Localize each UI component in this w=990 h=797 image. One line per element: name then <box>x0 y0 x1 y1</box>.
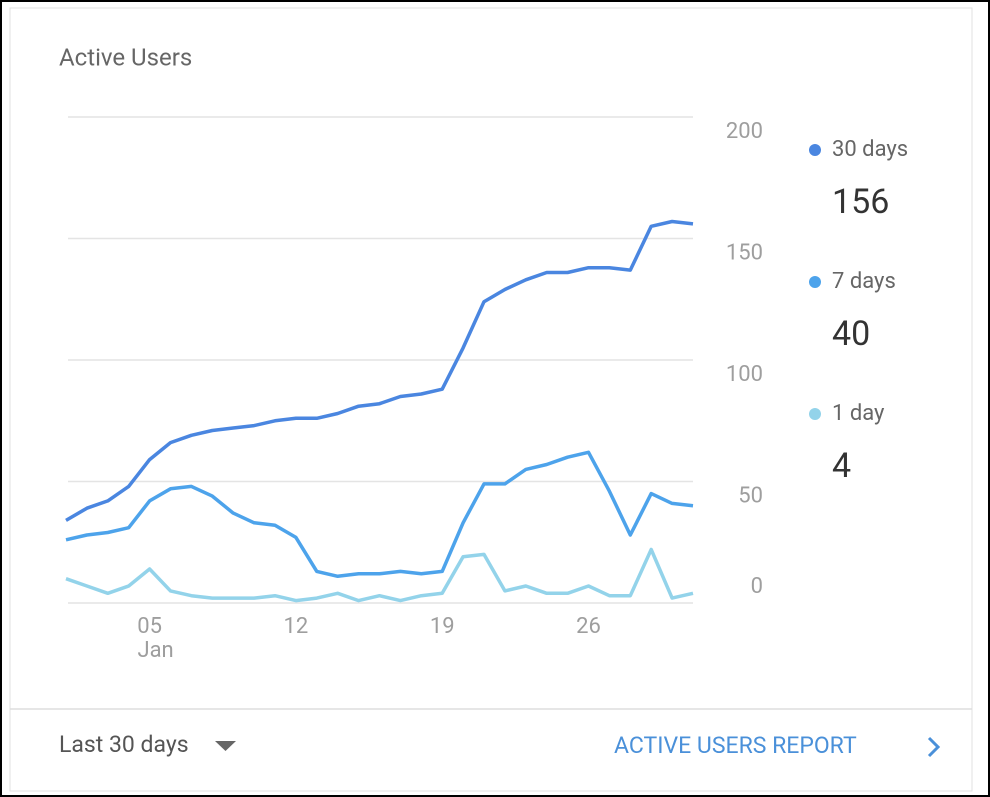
y-tick-label: 150 <box>726 240 763 265</box>
range-selector[interactable]: Last 30 days <box>59 731 236 758</box>
legend-label: 30 days <box>832 137 908 162</box>
legend-dot <box>809 408 821 420</box>
y-tick-label: 100 <box>726 362 763 387</box>
report-link-text[interactable]: ACTIVE USERS REPORT <box>614 732 857 759</box>
y-tick-label: 50 <box>738 483 763 508</box>
legend-label: 1 day <box>832 401 885 426</box>
legend-value: 40 <box>832 314 870 354</box>
x-tick-label: 19 <box>430 614 455 639</box>
x-tick-label: 05 <box>137 614 162 639</box>
y-tick-label: 200 <box>726 119 763 144</box>
chevron[interactable] <box>927 736 941 758</box>
dropdown-arrow[interactable] <box>215 741 236 751</box>
x-tick-label: 26 <box>576 614 601 639</box>
legend-value: 4 <box>832 446 851 486</box>
legend-dot <box>809 276 821 288</box>
line-series <box>65 219 694 522</box>
legend-value: 156 <box>832 182 889 222</box>
line-series <box>65 450 694 579</box>
y-tick-label: 0 <box>751 574 763 599</box>
line-series <box>65 547 694 603</box>
card-border <box>9 7 973 792</box>
chart-title: Active Users <box>59 43 192 71</box>
legend-label: 7 days <box>832 269 896 294</box>
report-link[interactable]: ACTIVE USERS REPORT <box>614 732 941 759</box>
x-month-label: Jan <box>137 638 173 663</box>
legend-dot <box>809 144 821 156</box>
range-label[interactable]: Last 30 days <box>59 731 189 758</box>
x-tick-label: 12 <box>284 614 309 639</box>
